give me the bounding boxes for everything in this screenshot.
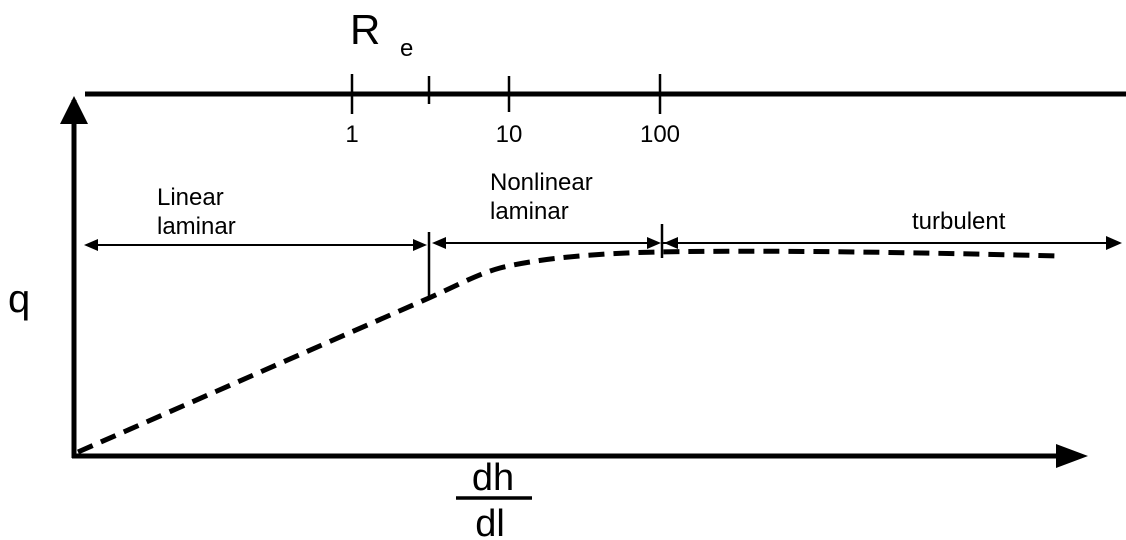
linear-span-arrow-left [84,239,98,251]
reynolds-tick-label-1: 1 [345,121,358,148]
flow-curve [76,248,1059,455]
nonlinear-regime-label-line2: laminar [490,198,569,225]
x-axis-label-numerator: dh [472,457,514,499]
turbulent-regime-label: turbulent [912,208,1006,235]
plot-axes: q dh dl [8,96,1088,540]
reynolds-tick-label-100: 100 [640,121,680,148]
nonlinear-span-arrow-right [647,237,661,249]
linear-span-arrow-right [413,239,427,251]
nonlinear-regime-label-line1: Nonlinear [490,169,593,196]
y-axis-arrowhead [60,96,88,124]
linear-regime-label-line1: Linear [157,184,224,211]
turbulent-span-arrow-left [664,237,678,249]
x-axis-label-denominator: dl [475,503,505,540]
linear-regime-label-line2: laminar [157,213,236,240]
reynolds-subscript: e [400,35,413,62]
reynolds-symbol: R [350,6,380,53]
reynolds-tick-label-10: 10 [496,121,523,148]
turbulent-span-arrow-right [1106,236,1122,250]
x-axis-arrowhead [1056,444,1088,468]
nonlinear-span-arrow-left [432,237,446,249]
y-axis-label: q [8,277,30,321]
regime-spans: Linear laminar Nonlinear laminar turbule… [84,169,1122,298]
reynolds-scale: 1 10 100 R e [85,6,1126,148]
